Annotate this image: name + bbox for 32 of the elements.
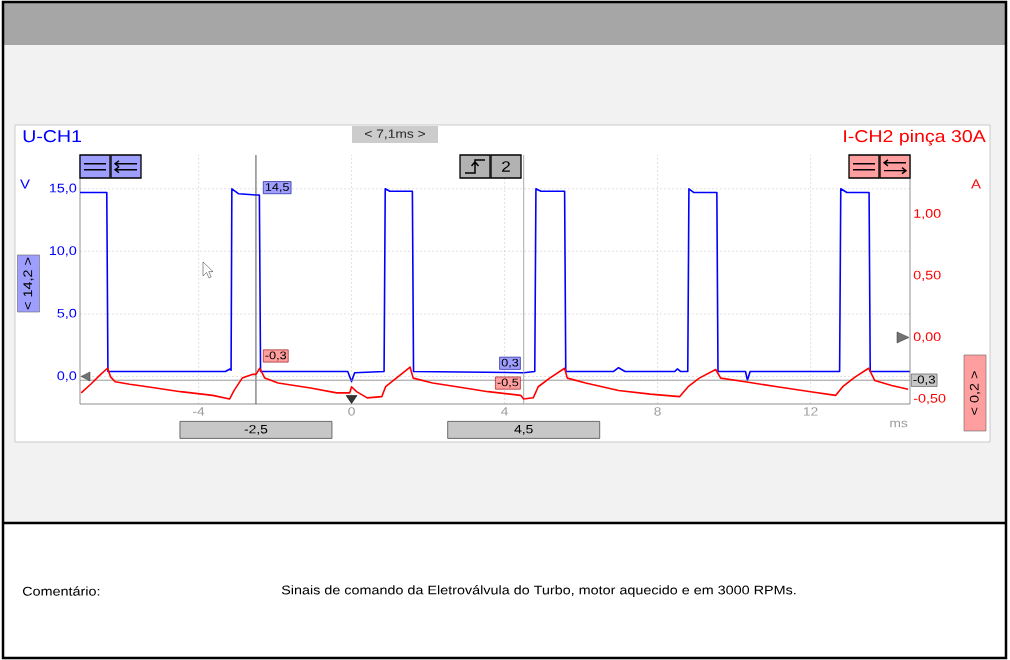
y-tick-label: 10,0 — [49, 246, 77, 257]
x-tick-label: 8 — [654, 407, 661, 416]
y2-axis-title: A — [971, 179, 981, 189]
data-label: 0,3 — [501, 358, 519, 368]
x-tick-label: -4 — [193, 407, 205, 416]
y2-tick-label: 0,00 — [913, 332, 941, 343]
y-tick-label: 5,0 — [57, 308, 77, 320]
x-tick-label: 4 — [501, 407, 508, 416]
text: Sinais de comando da Eletroválvula do Turbo, motor aquecido e em 3000 RPMs. — [281, 585, 796, 597]
x-tick-label: 0 — [348, 407, 355, 416]
x-tick-label: 12 — [803, 407, 818, 416]
ref-line-label: 4,5 — [514, 425, 533, 435]
y-tick-label: 0,0 — [57, 371, 77, 382]
x-axis-title: ms — [890, 420, 908, 428]
y2-tick-label: -0,50 — [913, 393, 946, 405]
text: Comentário: — [22, 586, 100, 596]
text: < 14,2 > — [23, 257, 34, 310]
annotation: 2 — [502, 161, 510, 172]
y2-tick-label: 0,50 — [913, 270, 941, 281]
text: U-CH1 — [23, 130, 81, 143]
data-label: -0,3 — [265, 351, 287, 361]
text: < 0,2 > — [969, 371, 981, 415]
text: < 7,1ms > — [365, 129, 425, 140]
text: I-CH2 pinça 30A — [844, 129, 986, 146]
y2-tick-label: 1,00 — [914, 209, 941, 220]
data-label: -0,5 — [497, 378, 519, 388]
y-tick-label: 15,0 — [49, 183, 77, 194]
ref-line-label: -0,3 — [913, 375, 936, 385]
data-label: 14,5 — [265, 183, 289, 193]
ref-line-label: -2,5 — [244, 424, 268, 435]
line-series — [80, 366, 909, 400]
y-axis-title: V — [20, 179, 30, 189]
